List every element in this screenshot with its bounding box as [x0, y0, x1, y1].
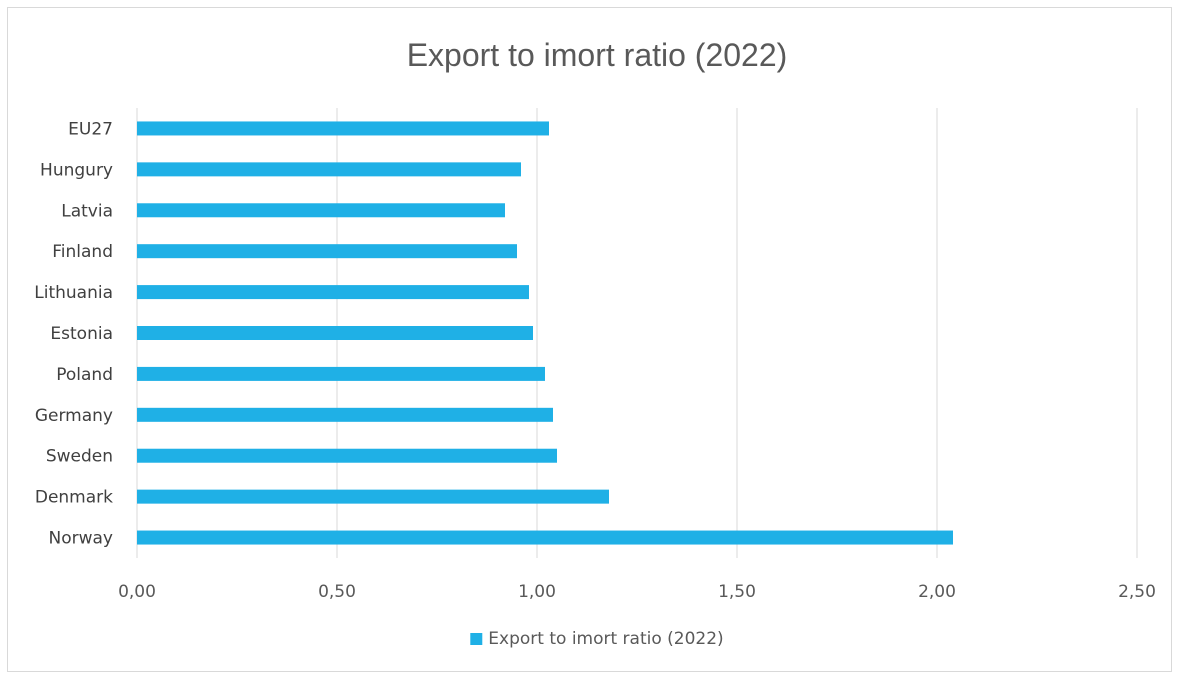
category-label: Hungury — [40, 160, 113, 180]
gridlines — [136, 108, 1138, 558]
bars — [137, 121, 953, 545]
legend: Export to imort ratio (2022) — [470, 629, 724, 649]
x-tick-label: 0,00 — [118, 582, 156, 602]
category-label: Latvia — [61, 201, 113, 221]
bar-latvia — [137, 203, 505, 218]
bar-estonia — [137, 326, 533, 340]
category-label: Estonia — [50, 324, 113, 344]
category-label: Lithuania — [34, 283, 113, 303]
x-tick-label: 0,50 — [318, 582, 356, 602]
x-tick-labels: 0,00 0,50 1,00 1,50 2,00 2,50 — [118, 582, 1156, 602]
bar-norway — [137, 530, 953, 545]
bar-hungury — [137, 162, 521, 177]
category-label: Denmark — [35, 488, 113, 508]
bar-denmark — [137, 489, 609, 504]
bar-finland — [137, 244, 517, 259]
category-label: Poland — [56, 365, 113, 385]
x-tick-label: 2,00 — [918, 582, 956, 602]
chart-title: Export to imort ratio (2022) — [407, 37, 788, 73]
bar-poland — [137, 366, 545, 381]
bar-germany — [137, 407, 553, 422]
category-label: Germany — [35, 406, 113, 426]
x-tick-label: 1,50 — [718, 582, 756, 602]
category-label: Norway — [49, 529, 114, 549]
legend-label: Export to imort ratio (2022) — [488, 629, 723, 649]
legend-swatch — [470, 633, 483, 645]
x-tick-label: 1,00 — [518, 582, 556, 602]
category-labels: EU27 Hungury Latvia Finland Lithuania Estonia… — [34, 119, 113, 548]
category-label: Finland — [52, 242, 113, 262]
x-tick-label: 2,50 — [1118, 582, 1156, 602]
bar-eu27 — [137, 121, 549, 136]
bar-lithuania — [137, 285, 529, 300]
category-label: Sweden — [46, 447, 113, 467]
category-label: EU27 — [68, 119, 113, 139]
bar-sweden — [137, 448, 557, 463]
